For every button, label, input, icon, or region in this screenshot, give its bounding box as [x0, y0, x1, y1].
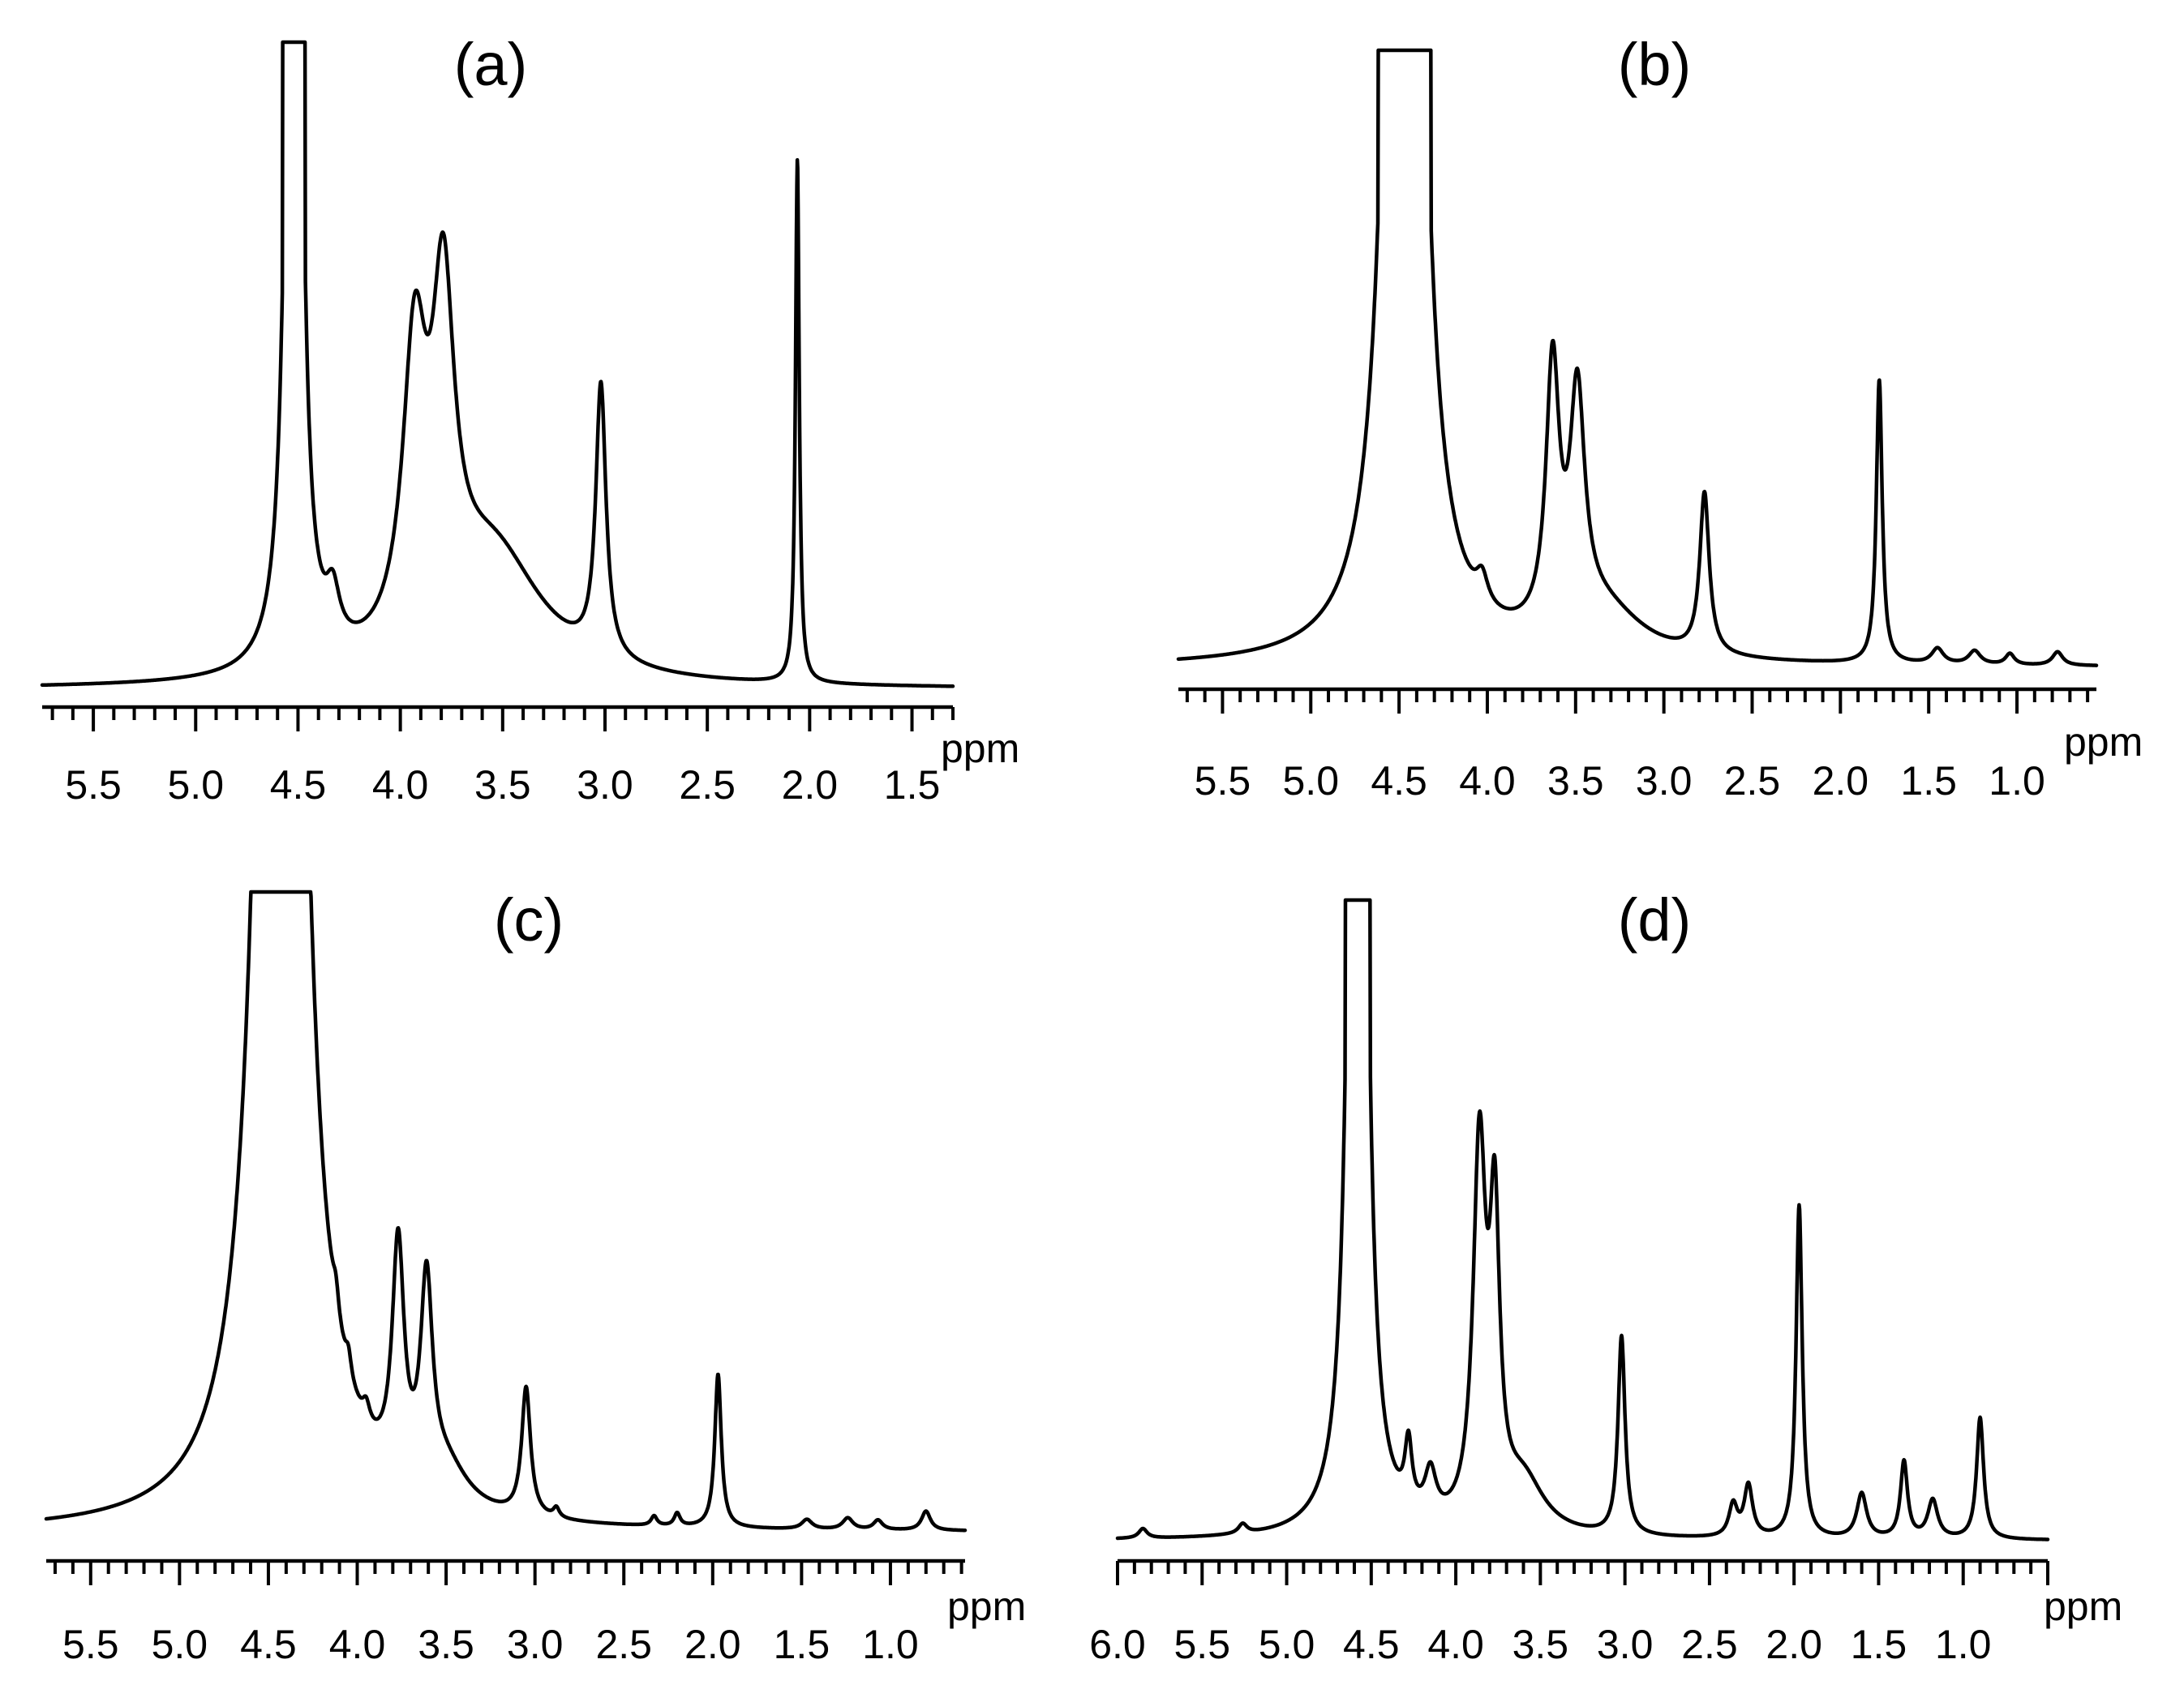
x-tick-label: 3.0 — [507, 1622, 564, 1667]
x-tick-label: 4.5 — [270, 762, 327, 808]
panel-c: (c) 5.5 5.0 4.5 4.0 3.5 3.0 2.5 2.0 1.5 1.0 ppm — [44, 886, 1026, 1667]
x-tick-label: 2.0 — [1813, 758, 1869, 804]
x-tick-label: 2.0 — [782, 762, 839, 808]
panel-c-ticks — [53, 1561, 963, 1585]
panel-b-label: (b) — [1618, 31, 1691, 98]
panel-a-spectrum — [40, 40, 955, 688]
x-tick-label: 6.0 — [1089, 1622, 1146, 1667]
x-tick-label: 5.0 — [1283, 758, 1340, 804]
x-tick-label: 4.0 — [1459, 758, 1516, 804]
x-tick-label: 5.0 — [152, 1622, 208, 1667]
panel-b-ticks — [1185, 689, 2090, 714]
panel-b-tick-labels: 5.5 5.0 4.5 4.0 3.5 3.0 2.5 2.0 1.5 1.0 — [1195, 758, 2045, 804]
x-tick-label: 2.5 — [595, 1622, 652, 1667]
panel-a-tick-labels: 5.5 5.0 4.5 4.0 3.5 3.0 2.5 2.0 1.5 — [65, 762, 940, 808]
x-tick-label: 1.5 — [1851, 1622, 1907, 1667]
x-tick-label: 3.0 — [1597, 1622, 1654, 1667]
x-tick-label: 4.0 — [329, 1622, 386, 1667]
panel-d: (d) 6.0 5.5 5.0 4.5 4.0 3.5 3.0 2.5 2.0 1.5 1.0 pp… — [1089, 886, 2122, 1667]
x-tick-label: 1.0 — [862, 1622, 919, 1667]
x-tick-label: 3.0 — [1636, 758, 1693, 804]
panel-a-unit-label: ppm — [941, 726, 1019, 771]
panel-c-label: (c) — [494, 886, 564, 954]
panel-d-tick-labels: 6.0 5.5 5.0 4.5 4.0 3.5 3.0 2.5 2.0 1.5 1.0 — [1089, 1622, 1991, 1667]
panel-d-unit-label: ppm — [2044, 1584, 2122, 1629]
x-tick-label: 1.5 — [1900, 758, 1957, 804]
x-tick-label: 4.5 — [1371, 758, 1427, 804]
x-tick-label: 5.5 — [65, 762, 122, 808]
panel-c-unit-label: ppm — [947, 1584, 1026, 1629]
x-tick-label: 2.0 — [1766, 1622, 1822, 1667]
x-tick-label: 1.0 — [1935, 1622, 1992, 1667]
x-tick-label: 3.5 — [474, 762, 531, 808]
panel-d-label: (d) — [1618, 886, 1691, 954]
panel-a-label: (a) — [454, 31, 527, 98]
x-tick-label: 5.5 — [1195, 758, 1251, 804]
panel-b-unit-label: ppm — [2064, 719, 2143, 765]
x-tick-label: 5.0 — [168, 762, 225, 808]
x-tick-label: 3.5 — [418, 1622, 474, 1667]
x-tick-label: 4.5 — [1343, 1622, 1400, 1667]
x-tick-label: 3.0 — [577, 762, 633, 808]
x-tick-label: 4.5 — [240, 1622, 297, 1667]
x-tick-label: 5.0 — [1259, 1622, 1315, 1667]
x-tick-label: 2.5 — [679, 762, 736, 808]
x-tick-label: 1.5 — [774, 1622, 830, 1667]
x-tick-label: 2.5 — [1724, 758, 1781, 804]
panel-c-tick-labels: 5.5 5.0 4.5 4.0 3.5 3.0 2.5 2.0 1.5 1.0 — [62, 1622, 919, 1667]
panel-d-spectrum — [1115, 898, 2050, 1541]
x-tick-label: 3.5 — [1547, 758, 1604, 804]
panel-b-spectrum — [1176, 48, 2099, 667]
x-tick-label: 2.5 — [1681, 1622, 1738, 1667]
panel-c-spectrum — [44, 890, 968, 1533]
panel-b: (b) 5.5 5.0 4.5 4.0 3.5 3.0 2.5 2.0 1.5 1.0 ppm — [1176, 31, 2143, 804]
x-tick-label: 5.5 — [62, 1622, 119, 1667]
x-tick-label: 5.5 — [1174, 1622, 1231, 1667]
panel-d-ticks — [1116, 1561, 2049, 1585]
x-tick-label: 1.0 — [1989, 758, 2045, 804]
panel-a: (a) 5.5 5.0 4.5 4.0 3.5 3.0 2.5 2.0 1.5 ppm — [40, 31, 1019, 808]
x-tick-label: 4.0 — [1427, 1622, 1484, 1667]
x-tick-label: 4.0 — [372, 762, 429, 808]
panel-a-ticks — [50, 707, 955, 731]
x-tick-label: 3.5 — [1512, 1622, 1569, 1667]
x-tick-label: 2.0 — [684, 1622, 741, 1667]
x-tick-label: 1.5 — [884, 762, 941, 808]
